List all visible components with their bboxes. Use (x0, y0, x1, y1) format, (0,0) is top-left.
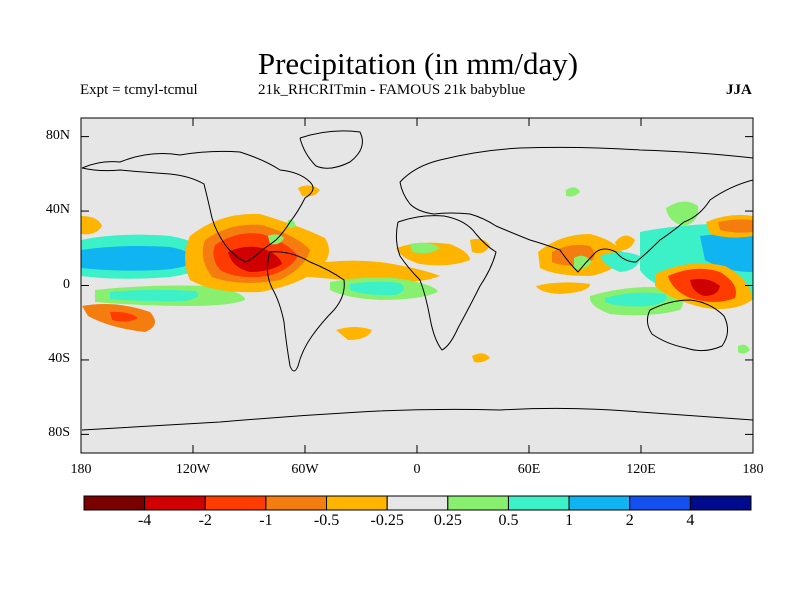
anomaly-arabia-dry (536, 282, 590, 294)
anomaly-maritime-wet (600, 252, 640, 272)
colorbar-swatch (507, 495, 570, 511)
lat-tick-label: 40N (45, 202, 70, 218)
anomaly-central-america-dry-core (228, 246, 282, 272)
coast-south-america (266, 251, 345, 372)
anomaly-south-indian-dry (472, 353, 490, 363)
anomaly-japan-wet (666, 201, 699, 226)
anomaly-siberia-wet (566, 187, 580, 197)
anomaly-china-dry (615, 235, 635, 251)
anomaly-east-africa-dry (470, 238, 490, 254)
colorbar-label: 1 (565, 512, 574, 529)
coast-australia (646, 299, 728, 352)
colorbar-label: 0.5 (498, 512, 519, 529)
anomaly-west-pacific-dry-core (690, 278, 720, 296)
coastlines (81, 130, 753, 431)
colorbar-label: -4 (137, 512, 152, 529)
coast-greenland (299, 130, 363, 169)
colorbar-label: -0.25 (370, 512, 404, 529)
expt-label: Expt = tcmyl-tcmul (80, 82, 198, 98)
anomaly-layer (81, 185, 753, 363)
colorbar-swatch (144, 495, 206, 511)
axis-ticks (80, 118, 754, 453)
colorbar-swatch (265, 495, 328, 511)
colorbar-swatch (689, 495, 752, 511)
colorbar-label: 4 (686, 512, 695, 529)
lon-tick-label: 120W (175, 462, 211, 477)
coast-north-america (81, 150, 314, 263)
colorbar-swatch (629, 495, 691, 511)
coast-eurasia (399, 146, 753, 273)
lon-tick-label: 60E (517, 462, 541, 477)
anomaly-australia-wet (738, 344, 750, 354)
anomaly-north-pacific-dry (81, 216, 102, 235)
lat-tick-label: 80S (48, 425, 70, 441)
lat-tick-label: 80N (45, 127, 70, 143)
colorbar-swatch (326, 495, 388, 511)
anomaly-indian-ocean-wet-inner (605, 292, 667, 307)
anomaly-south-pacific-dry-inner (110, 311, 138, 322)
anomaly-north-west-pacific-dry-inner (718, 219, 753, 233)
chart-subtitle: 21k_RHCRITmin - FAMOUS 21k babyblue (258, 82, 526, 98)
lat-tick-label: 40S (48, 350, 70, 366)
colorbar-swatch (386, 495, 449, 511)
anomaly-north-atlantic-dry (298, 185, 320, 197)
anomaly-south-pacific-wet-inner (110, 289, 199, 302)
lat-tick-label: 0 (63, 276, 70, 292)
colorbar (83, 495, 752, 511)
colorbar-swatch (447, 495, 509, 511)
colorbar-swatch (83, 495, 146, 511)
anomaly-atlantic-dry-band (300, 260, 440, 283)
lon-tick-label: 180 (70, 462, 92, 477)
lon-tick-label: 60W (291, 462, 319, 477)
chart-title: Precipitation (in mm/day) (257, 46, 579, 81)
colorbar-swatch (204, 495, 267, 511)
lon-tick-label: 120E (626, 462, 656, 477)
season-label: JJA (726, 82, 752, 98)
anomaly-india-wet (574, 255, 592, 270)
anomaly-us-wet (287, 219, 296, 228)
anomaly-south-atlantic-dry (336, 327, 372, 340)
colorbar-label: -0.5 (313, 512, 340, 529)
coast-africa (395, 215, 497, 351)
anomaly-west-africa-wet (410, 242, 440, 254)
colorbar-label: 0.25 (433, 512, 462, 529)
anomaly-atlantic-wet-inner (350, 281, 404, 296)
lon-tick-label: 180 (742, 462, 764, 477)
colorbar-label: -1 (259, 512, 273, 529)
lon-tick-label: 0 (413, 462, 421, 477)
colorbar-label: -2 (198, 512, 212, 529)
anomaly-central-pacific-wet-inner (81, 246, 195, 271)
anomaly-west-pacific-wet-inner (700, 233, 753, 272)
colorbar-label: 2 (625, 512, 634, 529)
colorbar-swatch (568, 495, 631, 511)
coast-antarctica (81, 407, 753, 431)
